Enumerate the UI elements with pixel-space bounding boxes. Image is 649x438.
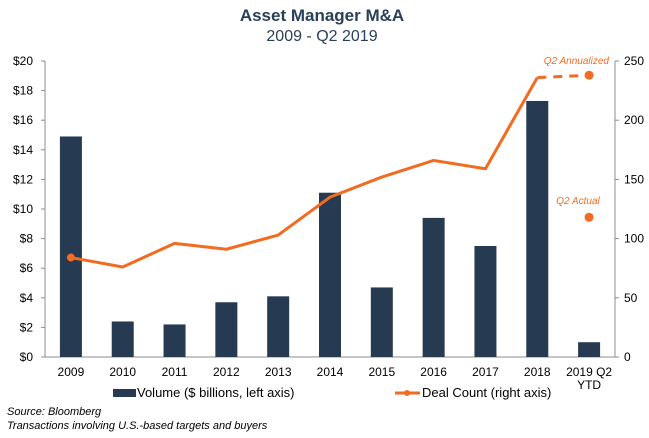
x-axis-tick-label: 2010 (109, 365, 136, 379)
volume-bar (578, 342, 601, 357)
x-axis-tick-label: 2013 (265, 365, 292, 379)
volume-bar (370, 287, 393, 357)
x-axis-tick-label: 2015 (368, 365, 395, 379)
left-axis-tick-label: $20 (13, 54, 33, 68)
legend-volume-swatch (113, 389, 136, 397)
volume-bar (319, 192, 341, 357)
x-axis-tick-label: 2012 (213, 365, 240, 379)
left-axis-tick-label: $16 (13, 113, 33, 127)
deal-count-polyline (70, 76, 539, 269)
volume-bars (59, 100, 601, 358)
right-axis-tick-label: 0 (624, 350, 631, 364)
x-axis-tick-label: 2018 (524, 365, 551, 379)
right-axis-tick-label: 100 (624, 232, 644, 246)
left-axis-tick-label: $6 (20, 261, 34, 275)
chart-title: Asset Manager M&A (240, 6, 404, 25)
right-axis-tick-label: 150 (624, 172, 644, 186)
x-axis-labels: 2009 2010 2011 2012 2013 2014 2015 2016 2017 2018… (58, 365, 613, 392)
q2-actual-point (584, 212, 594, 222)
left-axis-tick-label: $0 (20, 350, 34, 364)
legend-volume-label: Volume ($ billions, left axis) (137, 385, 295, 400)
left-axis-tick-label: $12 (13, 172, 33, 186)
legend: Volume ($ billions, left axis) Deal Coun… (113, 385, 551, 400)
volume-bar (215, 302, 238, 357)
left-axis-tick-label: $14 (13, 143, 33, 157)
x-axis-tick-label: 2019 Q2 (566, 365, 612, 379)
x-axis-tick-label: 2016 (420, 365, 447, 379)
q2-annualized-dashed-line (537, 73, 590, 80)
right-axis-tick-label: 250 (624, 54, 644, 68)
volume-bar (59, 136, 82, 357)
source-note: Source: Bloomberg (7, 406, 102, 418)
volume-bar (474, 246, 497, 357)
volume-bar (111, 321, 134, 357)
legend-deal-count-label: Deal Count (right axis) (422, 385, 551, 400)
left-axis-tick-label: $2 (20, 320, 34, 334)
legend-deal-count-marker (404, 390, 410, 396)
left-axis-tick-label: $10 (13, 202, 33, 216)
right-axis-tick-label: 50 (624, 291, 638, 305)
chart-subtitle: 2009 - Q2 2019 (266, 28, 377, 45)
x-axis-tick-label: 2014 (317, 365, 344, 379)
q2-annualized-label: Q2 Annualized (544, 56, 610, 67)
left-axis: $0 $2 $4 $6 $8 $10 $12 $14 $16 $18 $20 (13, 54, 615, 364)
left-axis-tick-label: $18 (13, 84, 33, 98)
right-axis-tick-label: 200 (624, 113, 644, 127)
x-axis-tick-label: 2011 (162, 365, 188, 379)
transactions-note: Transactions involving U.S.-based target… (7, 420, 268, 432)
x-axis-tick-label: YTD (577, 378, 601, 392)
x-axis-tick-label: 2009 (58, 365, 85, 379)
deal-count-line (66, 76, 539, 269)
volume-bar (422, 217, 445, 357)
x-axis-tick-label: 2017 (472, 365, 499, 379)
right-axis: 0 50 100 150 200 250 (614, 54, 644, 364)
deal-count-marker (66, 253, 75, 262)
annotations: Q2 Annualized Q2 Actual (537, 56, 609, 222)
volume-bar (526, 100, 549, 358)
left-axis-tick-label: $4 (20, 291, 34, 305)
left-axis-tick-label: $8 (20, 232, 34, 246)
volume-bar (163, 324, 186, 357)
q2-actual-label: Q2 Actual (556, 196, 600, 207)
q2-annualized-point (584, 70, 594, 80)
volume-bar (267, 296, 290, 357)
